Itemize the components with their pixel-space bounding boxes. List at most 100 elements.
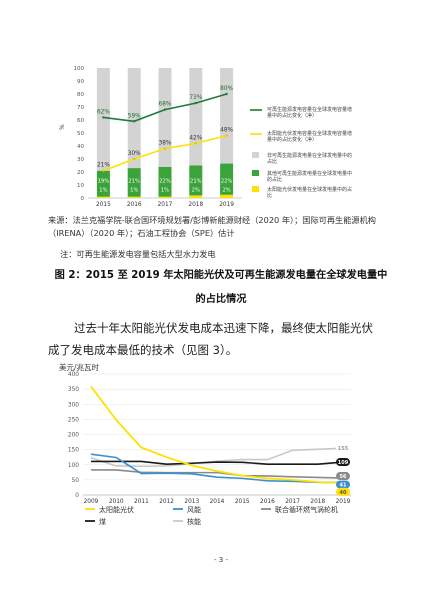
label-solar-line: 38%: [159, 141, 172, 147]
x-tick-label: 2015: [96, 202, 111, 208]
y-tick-label: 250: [68, 417, 79, 423]
line-coal: [91, 460, 344, 465]
x-tick-label: 2019: [336, 499, 351, 505]
bar-solar-share: [158, 196, 172, 198]
legend-label: 太阳能光伏发电量在全球发电量中的占比: [267, 186, 352, 199]
x-tick-label: 2017: [158, 202, 173, 208]
label-other-renewable-bar: 21%: [190, 178, 202, 184]
y-tick-label: 50: [72, 478, 80, 484]
label-solar-line: 48%: [220, 128, 233, 134]
point-solar: [194, 142, 197, 145]
x-tick-label: 2019: [219, 202, 234, 208]
bar-solar-share: [189, 195, 203, 198]
figure-2-caption-line-1: 图 2：2015 至 2019 年太阳能光伏及可再生能源发电量在全球发电量中: [54, 270, 388, 281]
label-other-renewable-bar: 19%: [98, 178, 110, 184]
end-value-label: 109: [338, 460, 349, 466]
figure-1-chart: % 0 10 20 30 40 50 60 70 80 90 100 2015 2016 2017 2018…: [59, 66, 352, 208]
x-tick-label: 2016: [260, 499, 275, 505]
y-tick-label: 20: [77, 170, 84, 176]
end-value-badge: [336, 487, 350, 496]
end-value-label: 56: [340, 474, 347, 480]
bar-other-renewable-share: [158, 166, 172, 197]
x-tick-label: 2011: [134, 499, 149, 505]
y-tick-label: 100: [68, 463, 79, 469]
label-other-renewable-bar: 21%: [128, 178, 140, 184]
y-tick-label: 150: [68, 448, 79, 454]
point-solar: [102, 169, 105, 172]
y-tick-label: 10: [77, 183, 84, 189]
legend-label: 其他可再生能源发电量在全球发电量中的占比: [267, 170, 352, 183]
y-tick-label: 40: [77, 144, 84, 150]
label-solar-line: 30%: [128, 151, 141, 157]
y-axis-unit: 美元/兆瓦时: [59, 362, 100, 372]
legend-label-wind: 风能: [187, 505, 201, 514]
x-tick-label: 2012: [159, 499, 174, 505]
paragraph-line-1: 过去十年太阳能光伏发电成本迅速下降，最终使太阳能光伏: [74, 321, 373, 335]
end-value-badge: [336, 458, 350, 467]
footnote: 注：可再生能源发电容量包括大型水力发电: [60, 249, 216, 259]
label-renewable-line: 80%: [220, 86, 233, 92]
legend-label: 太阳能光伏发电容量在全球发电容量增量中的占比变化（净）: [267, 130, 352, 143]
paragraph-line-2: 成了发电成本最低的技术（见图 3）。: [48, 343, 238, 357]
bar-non-renewable-share: [127, 68, 141, 169]
end-value-label: 41: [340, 483, 347, 489]
y-tick-label: 60: [77, 118, 84, 124]
x-tick-label: 2013: [184, 499, 199, 505]
y-tick-label: 0: [81, 196, 85, 202]
label-solar-bar: 2%: [192, 188, 200, 194]
label-renewable-line: 68%: [159, 102, 172, 108]
label-solar-line: 42%: [189, 135, 202, 141]
bar-non-renewable-share: [96, 68, 110, 171]
bar-other-renewable-share: [189, 165, 203, 196]
label-solar-line: 21%: [97, 163, 110, 169]
page-number: - 3 -: [214, 556, 228, 564]
bar-other-renewable-share: [96, 170, 110, 197]
legend-label-solar: 太阳能光伏: [99, 505, 134, 514]
end-value-badge: [336, 444, 350, 453]
legend-box-swatch: [252, 186, 259, 192]
y-tick-label: 100: [74, 66, 85, 72]
point-renewable: [133, 120, 136, 123]
point-solar: [225, 134, 228, 137]
legend-label-coal: 煤: [99, 517, 106, 526]
legend-label: 非可再生能源发电量在全球发电量中的占比: [267, 152, 352, 165]
point-renewable: [194, 101, 197, 105]
label-solar-bar: 1%: [99, 188, 107, 194]
x-tick-label: 2018: [188, 202, 203, 208]
label-renewable-line: 59%: [128, 113, 141, 119]
label-other-renewable-bar: 22%: [159, 178, 171, 184]
y-tick-label: 0: [75, 493, 79, 499]
bar-solar-share: [220, 194, 234, 198]
bar-non-renewable-share: [189, 68, 203, 166]
label-solar-bar: 1%: [161, 188, 169, 194]
bar-non-renewable-share: [158, 68, 172, 167]
bar-other-renewable-share: [127, 168, 141, 197]
point-renewable: [102, 116, 105, 119]
y-tick-label: 400: [68, 372, 79, 378]
figure-3-chart: 美元/兆瓦时 0 50 100 150 200 250 300 350 400 2009 2010 2…: [59, 362, 351, 526]
bar-solar-share: [96, 196, 110, 198]
line-nuclear: [90, 447, 344, 468]
source-note: 来源：法兰克福学院-联合国环境规划署/彭博新能源财经（2020 年）；国际可再生…: [48, 215, 376, 238]
point-solar: [133, 157, 136, 161]
y-tick-label: 80: [77, 92, 84, 98]
x-tick-label: 2016: [127, 202, 142, 208]
y-tick-label: 50: [77, 131, 84, 137]
y-tick-label: 30: [77, 157, 84, 163]
y-tick-label: 300: [68, 402, 79, 408]
y-axis-label: %: [59, 124, 66, 130]
legend-label-nuclear: 核能: [187, 517, 201, 526]
y-tick-label: 350: [68, 387, 79, 393]
line-solar: [90, 385, 344, 484]
line-wind: [90, 453, 344, 484]
legend-label: 可再生能源发电容量在全球发电容量增量中的占比变化（净）: [267, 106, 352, 119]
figure-2-caption-line-2: 的占比情况: [195, 294, 247, 305]
point-renewable: [225, 92, 228, 96]
x-tick-label: 2018: [310, 499, 325, 505]
end-value-badge: [336, 472, 350, 481]
y-tick-label: 70: [77, 105, 84, 111]
label-solar-bar: 1%: [130, 188, 138, 194]
bar-non-renewable-share: [220, 68, 234, 164]
end-value-badge: [336, 480, 350, 489]
x-tick-label: 2009: [84, 499, 99, 505]
